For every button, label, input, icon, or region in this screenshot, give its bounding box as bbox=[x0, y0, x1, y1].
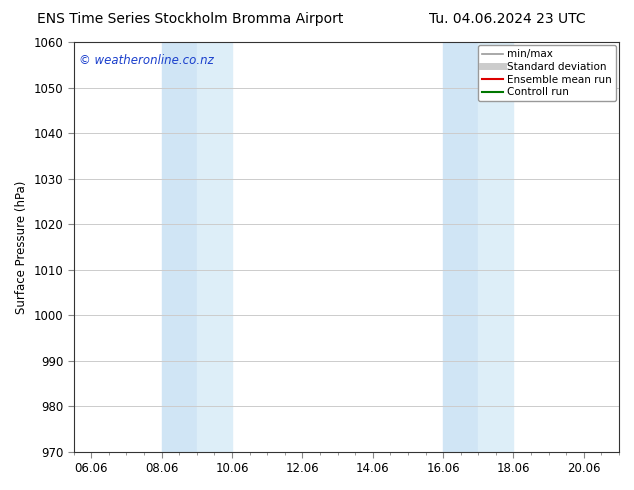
Y-axis label: Surface Pressure (hPa): Surface Pressure (hPa) bbox=[15, 180, 28, 314]
Bar bbox=[197, 42, 232, 452]
Text: ENS Time Series Stockholm Bromma Airport: ENS Time Series Stockholm Bromma Airport bbox=[37, 12, 344, 26]
Bar bbox=[478, 42, 514, 452]
Legend: min/max, Standard deviation, Ensemble mean run, Controll run: min/max, Standard deviation, Ensemble me… bbox=[478, 45, 616, 101]
Bar bbox=[443, 42, 478, 452]
Bar bbox=[162, 42, 197, 452]
Text: © weatheronline.co.nz: © weatheronline.co.nz bbox=[79, 54, 214, 67]
Text: Tu. 04.06.2024 23 UTC: Tu. 04.06.2024 23 UTC bbox=[429, 12, 586, 26]
